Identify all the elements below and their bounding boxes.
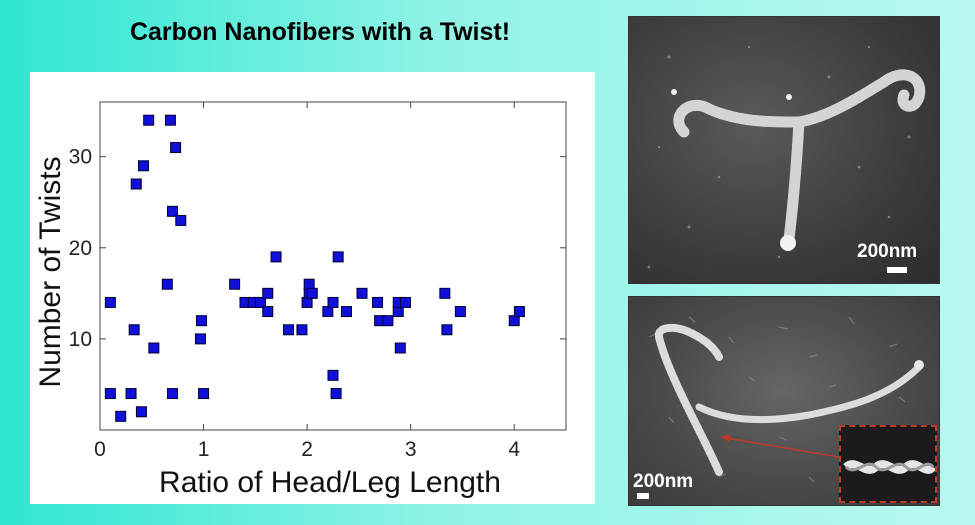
sem-image-coiled-fiber: 200nm <box>628 296 940 506</box>
data-point <box>135 406 147 418</box>
data-point <box>198 388 210 400</box>
data-point <box>356 287 368 299</box>
data-point <box>454 306 466 318</box>
y-axis-label: Number of Twists <box>34 156 67 387</box>
inset-helix-illustration <box>843 460 937 474</box>
data-point <box>382 315 394 327</box>
data-point <box>439 287 451 299</box>
data-point <box>303 278 315 290</box>
scatter-chart: 0 1 2 3 4 10 20 30 Ratio of Head/Leg Length Num… <box>30 72 595 504</box>
page-title: Carbon Nanofibers with a Twist! <box>129 18 511 46</box>
y-tick-label: 30 <box>69 146 92 169</box>
y-tick-label: 20 <box>69 237 92 260</box>
data-point <box>441 324 453 336</box>
data-point <box>104 296 116 308</box>
y-fiber-illustration <box>647 45 926 269</box>
data-point <box>270 251 282 263</box>
plot-frame <box>99 101 567 431</box>
x-tick-label: 3 <box>405 438 417 461</box>
data-point <box>392 306 404 318</box>
data-point <box>306 287 318 299</box>
data-point <box>296 324 308 336</box>
data-point <box>195 315 207 327</box>
data-point <box>330 388 342 400</box>
data-point <box>262 306 274 318</box>
data-point <box>327 296 339 308</box>
data-point <box>104 388 116 400</box>
data-markers <box>104 114 525 422</box>
data-point <box>143 114 155 126</box>
axis-ticks: 0 1 2 3 4 10 20 30 <box>69 102 566 461</box>
data-point <box>372 296 384 308</box>
data-point <box>166 388 178 400</box>
data-point <box>115 410 127 422</box>
data-point <box>301 296 313 308</box>
data-point <box>513 306 525 318</box>
data-point <box>148 342 160 354</box>
data-point <box>170 142 182 154</box>
y-tick-label: 10 <box>69 328 92 351</box>
data-point <box>164 114 176 126</box>
data-point <box>130 178 142 190</box>
data-point <box>128 324 140 336</box>
x-tick-label: 4 <box>508 438 520 461</box>
x-tick-label: 2 <box>301 438 313 461</box>
data-point <box>394 342 406 354</box>
data-point <box>327 369 339 381</box>
data-point <box>194 333 206 345</box>
scale-label-bottom: 200nm <box>633 471 694 492</box>
data-point <box>229 278 241 290</box>
data-point <box>137 160 149 172</box>
scale-bar-bottom <box>637 493 649 499</box>
data-point <box>282 324 294 336</box>
data-point <box>399 296 411 308</box>
data-point <box>255 296 267 308</box>
chart-svg: 0 1 2 3 4 10 20 30 Ratio of Head/Leg Length Num… <box>34 101 567 499</box>
x-tick-label: 0 <box>94 438 106 461</box>
data-point <box>322 306 334 318</box>
scale-bar-top <box>887 267 907 273</box>
data-point <box>166 205 178 217</box>
x-axis-label: Ratio of Head/Leg Length <box>159 466 501 499</box>
data-point <box>125 388 137 400</box>
x-tick-label: 1 <box>198 438 210 461</box>
inset-zoom <box>839 425 937 503</box>
data-point <box>262 287 274 299</box>
data-point <box>175 214 187 226</box>
data-point <box>332 251 344 263</box>
data-point <box>508 315 520 327</box>
data-point <box>340 306 352 318</box>
coiled-fiber-illustration <box>648 316 924 483</box>
sem-image-y-fiber: 200nm <box>628 16 940 284</box>
data-point <box>161 278 173 290</box>
scale-label-top: 200nm <box>857 241 918 262</box>
